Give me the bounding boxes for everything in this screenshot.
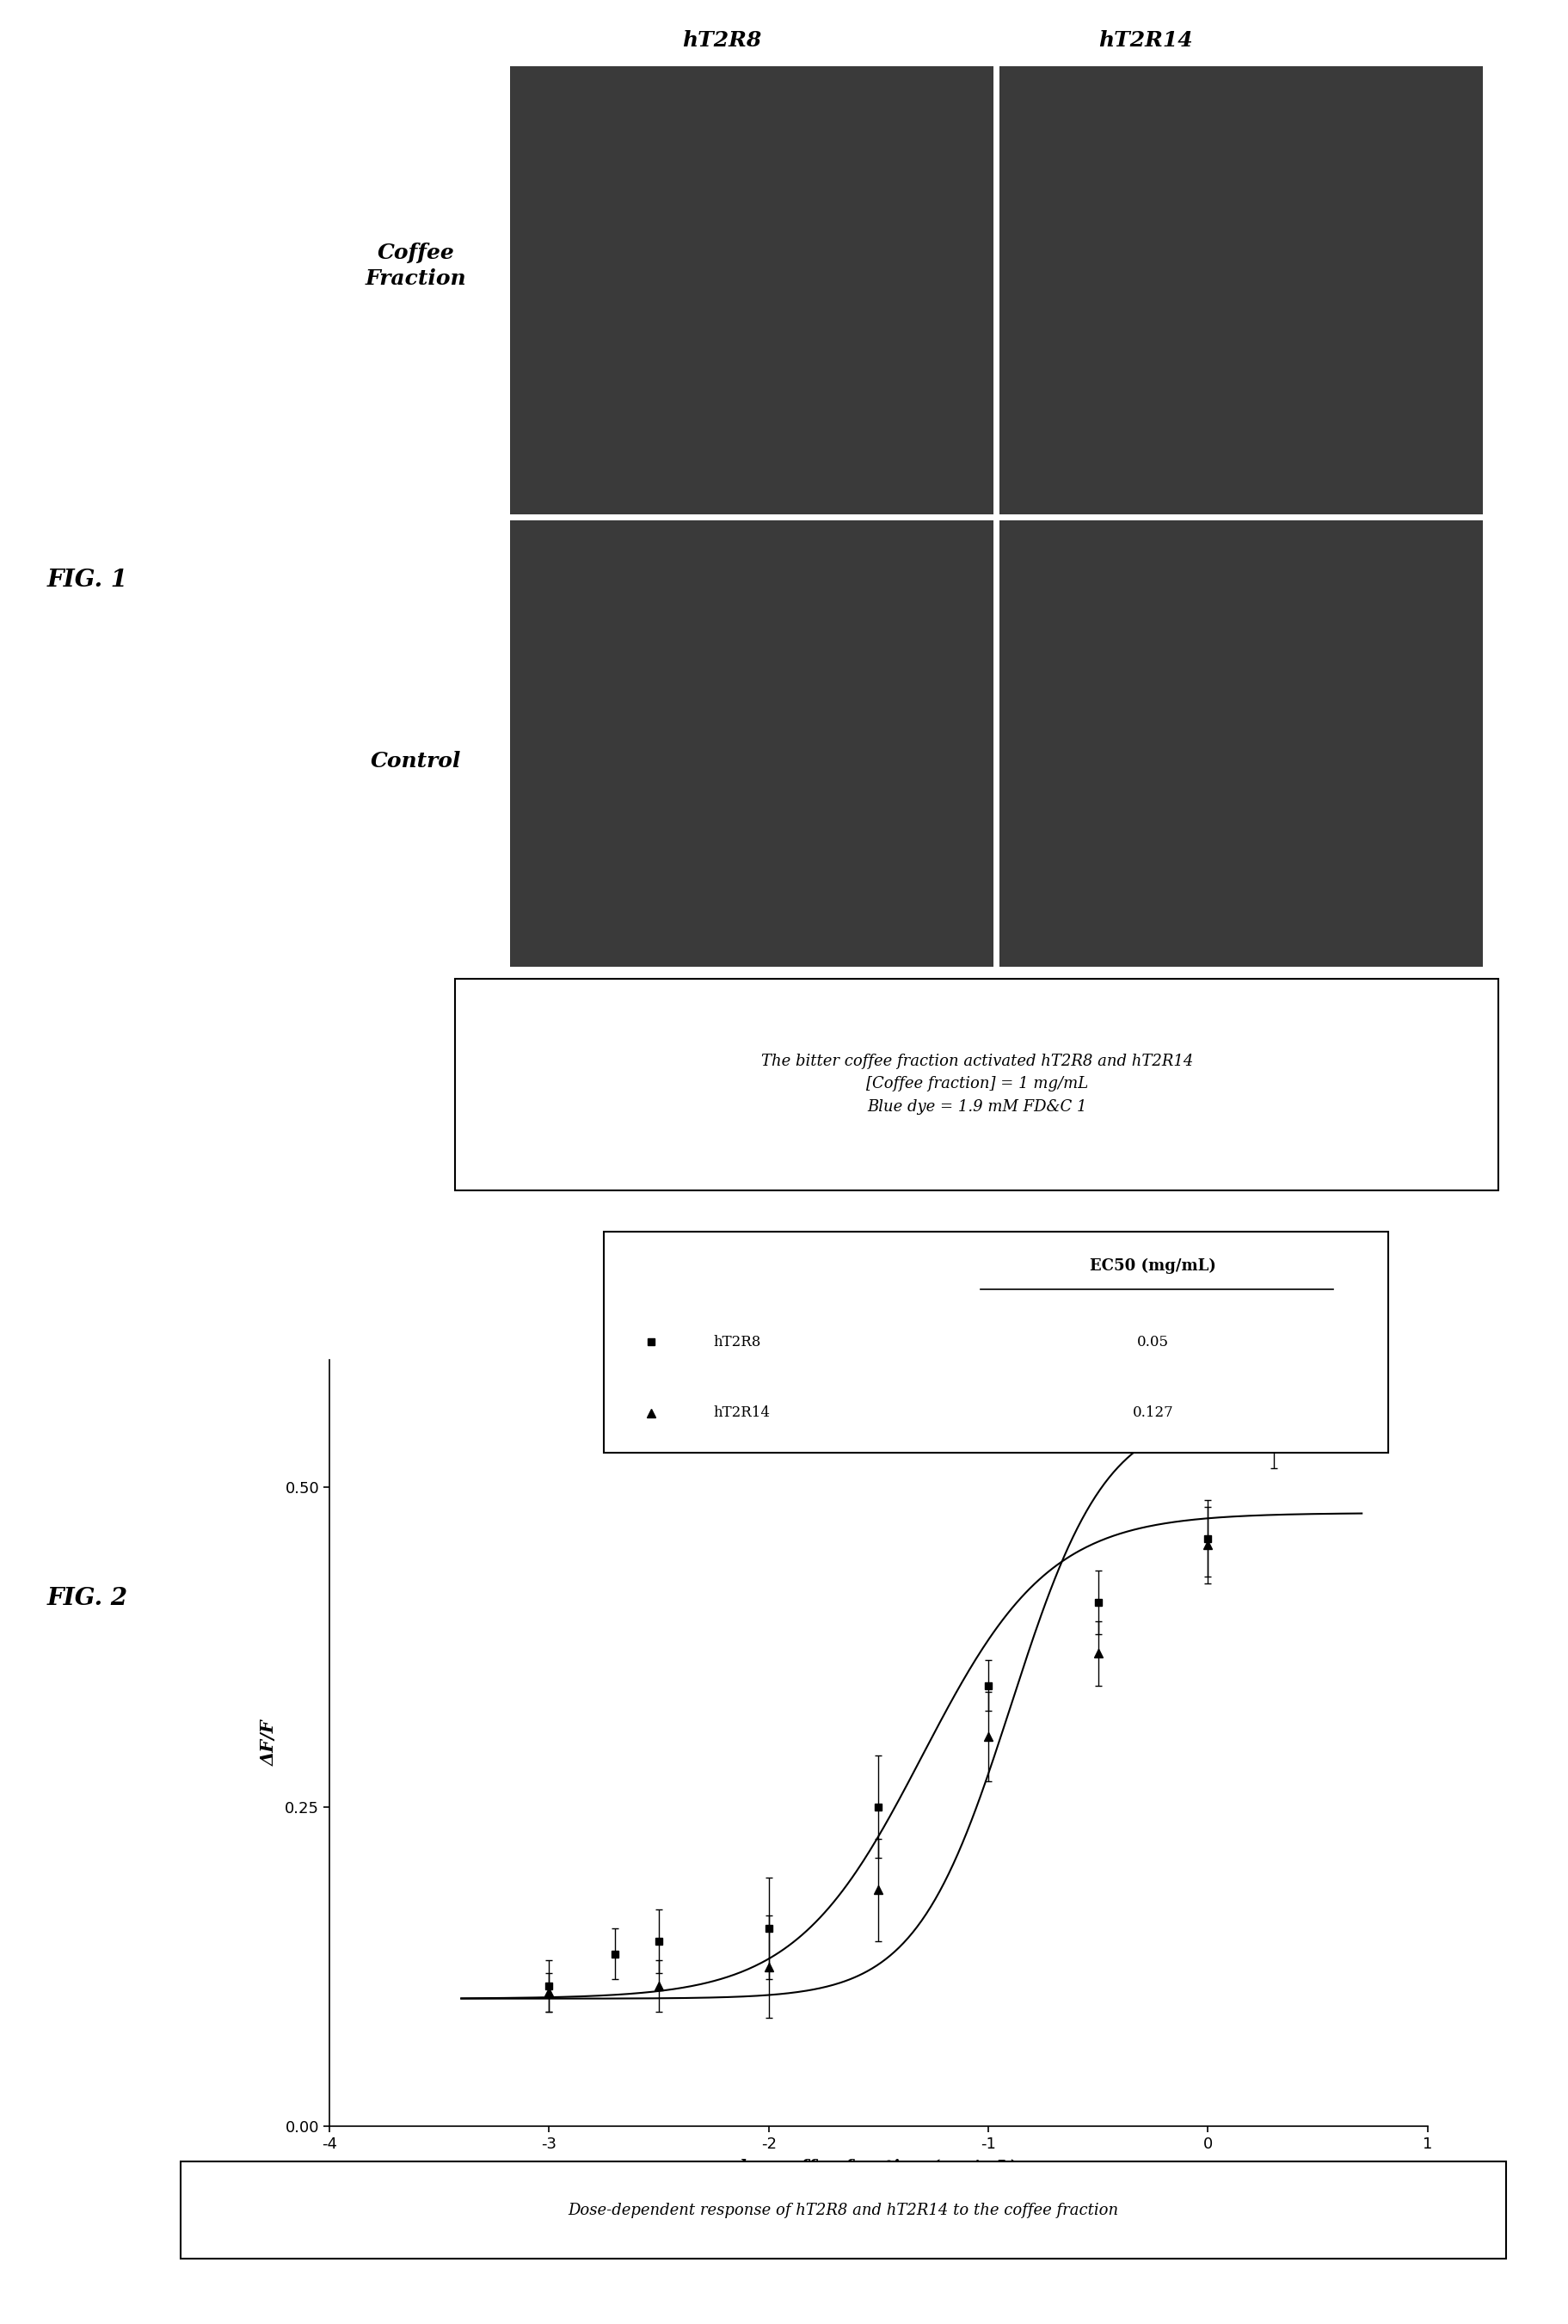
- FancyBboxPatch shape: [455, 978, 1497, 1190]
- Bar: [996, 516, 1482, 967]
- Bar: [510, 67, 996, 516]
- Text: hT2R8: hT2R8: [682, 30, 760, 51]
- Text: FIG. 1: FIG. 1: [47, 569, 129, 593]
- Bar: [996, 67, 1482, 516]
- Text: 0.05: 0.05: [1137, 1334, 1168, 1350]
- Text: Coffee
Fraction: Coffee Fraction: [365, 242, 466, 288]
- Bar: [510, 516, 996, 967]
- Text: hT2R8: hT2R8: [713, 1334, 760, 1350]
- FancyBboxPatch shape: [180, 2161, 1505, 2259]
- Text: hT2R14: hT2R14: [1098, 30, 1192, 51]
- Text: The bitter coffee fraction activated hT2R8 and hT2R14
[Coffee fraction] = 1 mg/m: The bitter coffee fraction activated hT2…: [760, 1053, 1193, 1116]
- Text: Dose-dependent response of hT2R8 and hT2R14 to the coffee fraction: Dose-dependent response of hT2R8 and hT2…: [568, 2203, 1118, 2217]
- FancyBboxPatch shape: [604, 1232, 1388, 1452]
- Y-axis label: ΔF/F: ΔF/F: [260, 1720, 278, 1766]
- Text: hT2R14: hT2R14: [713, 1406, 770, 1420]
- X-axis label: log coffee fraction (mg/mL): log coffee fraction (mg/mL): [739, 2159, 1018, 2178]
- Text: FIG. 2: FIG. 2: [47, 1587, 129, 1611]
- Text: 0.127: 0.127: [1132, 1406, 1173, 1420]
- Text: Control: Control: [370, 751, 461, 772]
- Text: EC50 (mg/mL): EC50 (mg/mL): [1090, 1257, 1215, 1274]
